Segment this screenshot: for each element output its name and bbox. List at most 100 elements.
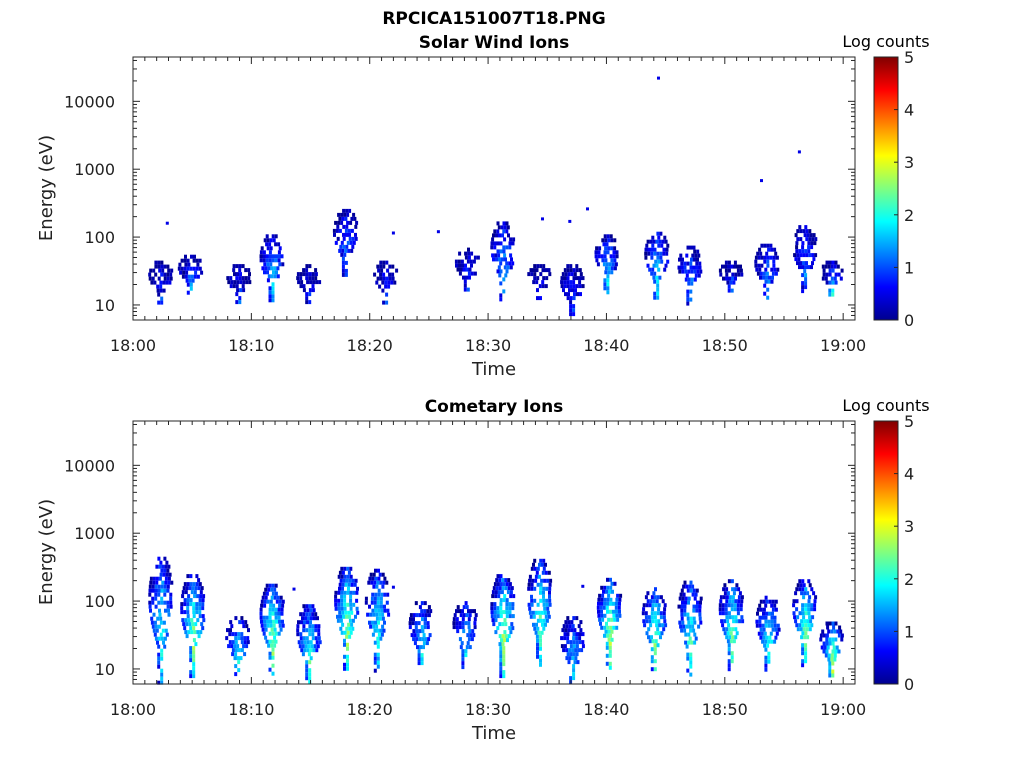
spectrogram-cell [160,260,164,265]
spectrogram-cell [598,617,602,622]
spectrogram-cell [387,284,391,289]
spectrogram-cell [566,652,570,657]
spectrogram-cell [234,640,238,645]
spectrogram-cell [542,598,546,603]
spectrogram-cell [807,249,811,254]
spectrogram-cell [313,616,316,621]
x-axis-solar-wind: 18:00 18:10 18:20 18:30 18:40 18:50 19:00 [110,57,866,355]
spectrogram-cell [427,613,431,618]
spectrogram-cell [302,604,306,609]
spectrogram-cell [807,241,811,246]
spectrogram-cell [379,580,383,585]
spectrogram-cell [756,271,760,276]
spectrogram-cell [163,276,167,281]
spectrogram-cell [473,609,476,614]
spectrogram-cell [766,259,770,264]
spectrogram-cell [539,654,542,659]
spectrogram-cell [773,619,777,624]
spectrogram-cell [656,627,660,632]
spectrogram-cell [560,636,564,641]
spectrogram-cell [159,560,163,565]
spectrogram-cell [497,265,501,270]
spectrogram-cell [461,617,465,622]
spectrogram-cell [542,276,546,281]
spectrogram-cell [267,274,271,279]
spectrogram-cell [500,225,504,230]
spectrogram-cell [718,268,722,273]
spectrogram-cell [334,590,338,595]
spectrogram-cell [826,625,830,630]
spectrogram-cell [414,601,418,606]
spectrogram-cell [495,586,499,591]
spectrogram-cell [346,240,350,245]
spectrogram-cell [578,276,582,281]
spectrogram-cell [506,638,509,643]
spectrogram-cell [456,629,460,634]
spectrogram-cell [685,644,689,649]
spectrogram-cell [663,607,667,612]
spectrogram-cell [381,584,385,589]
spectrogram-cell [822,641,826,646]
spectrogram-cell [718,611,722,616]
spectrogram-cell [652,591,656,596]
spectrogram-cell [268,655,272,660]
spectrogram-cell [194,586,198,591]
spectrogram-cell [725,635,729,640]
spectrogram-cell [459,613,463,618]
spectrogram-cell [337,606,341,611]
spectrogram-cell [373,656,377,661]
spectrogram-cell [605,589,608,594]
spectrogram-cell [196,274,200,279]
spectrogram-cell [420,625,424,630]
spectrogram-cell [228,640,232,645]
spectrogram-cell [594,250,598,255]
spectrogram-cell [575,644,579,649]
spectrogram-cell [493,582,497,587]
spectrogram-cell [376,640,380,645]
spectrogram-cell [612,254,616,259]
spectrogram-cell [828,637,832,642]
spectrogram-cell [420,661,424,666]
spectrogram-cell [375,616,379,621]
spectrogram-cell [598,593,602,598]
spectrogram-cell [268,583,272,588]
spectrogram-cell [727,667,731,672]
spectrogram-cell [415,613,419,618]
spectrogram-cell [183,610,187,615]
spectrogram-cell [767,655,771,660]
spectrogram-cell [502,221,506,226]
spectrogram-cell [824,276,828,281]
spectrogram-cell [804,277,808,282]
spectrogram-cell [271,234,275,239]
spectrogram-cell [762,275,765,280]
spectrogram-cell [504,273,508,278]
spectrogram-cell [727,623,731,628]
spectrogram-cell [530,586,534,591]
spectrogram-cell [351,626,355,631]
spectrogram-cell [190,630,194,635]
spectrogram-cell [270,643,274,648]
spectrogram-cell [496,269,500,274]
spectrogram-cell [765,635,769,640]
spectrogram-cell [159,284,163,289]
spectrogram-cell [644,611,648,616]
spectrogram-cell [547,268,551,273]
spectrogram-cell [770,267,774,272]
spectrogram-cell [572,616,576,621]
spectrogram-cell [345,224,349,229]
spectrogram-cell [342,244,346,249]
spectrogram-cell [274,615,278,620]
spectrogram-cell [184,590,188,595]
spectrogram-cell [541,280,545,285]
plot-frame-solar-wind [132,56,856,321]
spectrogram-cell [304,616,307,621]
spectrogram-cell [269,246,273,251]
spectrogram-cell [689,660,693,665]
spectrogram-cell [795,587,799,592]
spectrogram-cell [346,574,350,579]
spectrogram-cell [306,280,310,285]
spectrogram-cell [187,630,191,635]
spectrogram-cell [732,619,736,624]
spectrogram-cell [609,585,613,590]
spectrogram-cell [682,624,686,629]
